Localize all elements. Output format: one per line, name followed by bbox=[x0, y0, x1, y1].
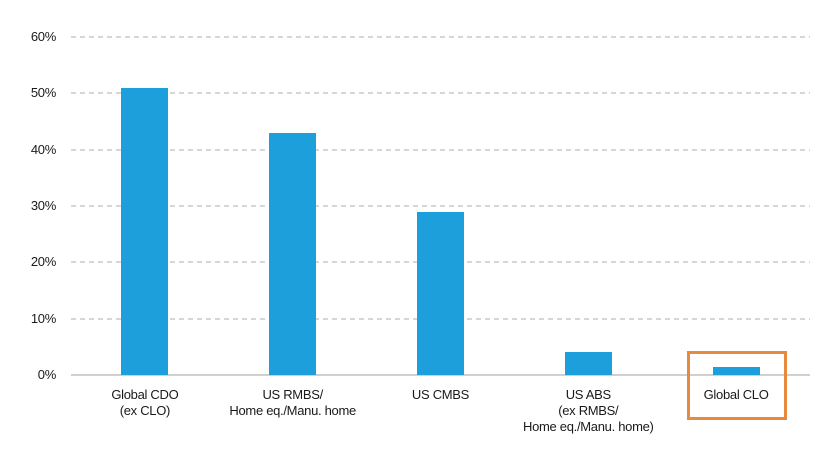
gridline-40 bbox=[71, 148, 810, 151]
plot-area bbox=[71, 36, 810, 376]
y-axis-tick-label: 30% bbox=[30, 198, 56, 213]
x-axis-category-label: Global CLO bbox=[703, 387, 769, 402]
gridline-30 bbox=[71, 205, 810, 207]
y-axis-tick-label: 60% bbox=[30, 29, 56, 44]
x-axis-category-label: US ABS (ex RMBS/ Home eq./Manu. home) bbox=[523, 387, 654, 434]
y-axis-tick-label: 50% bbox=[30, 85, 56, 101]
y-axis-tick-label: 0% bbox=[37, 367, 57, 382]
bar-5 bbox=[712, 366, 760, 375]
bar-1 bbox=[121, 87, 169, 375]
gridline-60 bbox=[71, 36, 810, 38]
y-axis-tick-label: 20% bbox=[30, 254, 56, 270]
gridline-50 bbox=[71, 92, 810, 95]
bar-2 bbox=[269, 132, 317, 375]
bar-4 bbox=[564, 352, 612, 375]
x-axis-category-label: Global CDO (ex CLO) bbox=[111, 387, 179, 418]
bar-3 bbox=[417, 211, 464, 375]
x-axis-category-label: US CMBS bbox=[411, 387, 470, 402]
y-axis-tick-label: 10% bbox=[30, 310, 56, 326]
y-axis-tick-label: 40% bbox=[30, 141, 56, 157]
x-axis-line bbox=[71, 374, 810, 376]
x-axis-category-label: US RMBS/ Home eq./Manu. home bbox=[229, 387, 356, 418]
